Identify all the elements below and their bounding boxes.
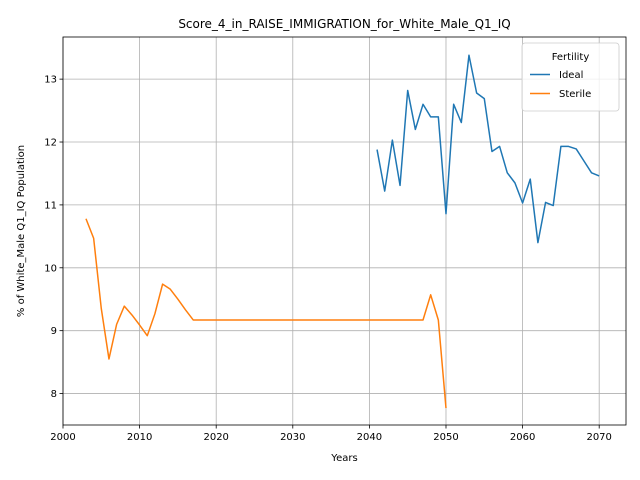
x-tick-label: 2030 <box>280 432 305 443</box>
x-axis-label: Years <box>330 453 357 464</box>
x-tick-label: 2040 <box>357 432 382 443</box>
plot-frame <box>62 36 627 426</box>
legend-title: Fertility <box>552 52 590 63</box>
y-tick-label: 8 <box>51 389 57 400</box>
x-tick-label: 2000 <box>50 432 75 443</box>
series-line-sterile <box>85 218 447 409</box>
y-axis-ticks: 8 9 10 11 12 13 <box>44 75 63 400</box>
y-tick-label: 12 <box>44 138 57 149</box>
series-line-ideal <box>376 54 600 244</box>
y-tick-label: 9 <box>51 326 57 337</box>
series-layer <box>85 54 600 409</box>
y-tick-label: 10 <box>44 263 57 274</box>
x-tick-label: 2060 <box>510 432 535 443</box>
legend: Fertility Ideal Sterile <box>521 42 620 112</box>
chart-title: Score_4_in_RAISE_IMMIGRATION_for_White_M… <box>178 17 510 31</box>
legend-label-ideal: Ideal <box>559 70 583 81</box>
x-tick-label: 2050 <box>433 432 458 443</box>
legend-label-sterile: Sterile <box>559 89 591 100</box>
x-tick-label: 2020 <box>203 432 228 443</box>
legend-entries: Ideal Sterile <box>530 70 591 100</box>
x-tick-label: 2010 <box>127 432 152 443</box>
x-axis-ticks: 2000 2010 2020 2030 2040 2050 2060 2070 <box>50 425 612 443</box>
x-tick-label: 2070 <box>586 432 611 443</box>
y-axis-label: % of White_Male Q1_IQ Population <box>16 145 27 317</box>
y-tick-label: 13 <box>44 75 57 86</box>
y-tick-label: 11 <box>44 200 57 211</box>
